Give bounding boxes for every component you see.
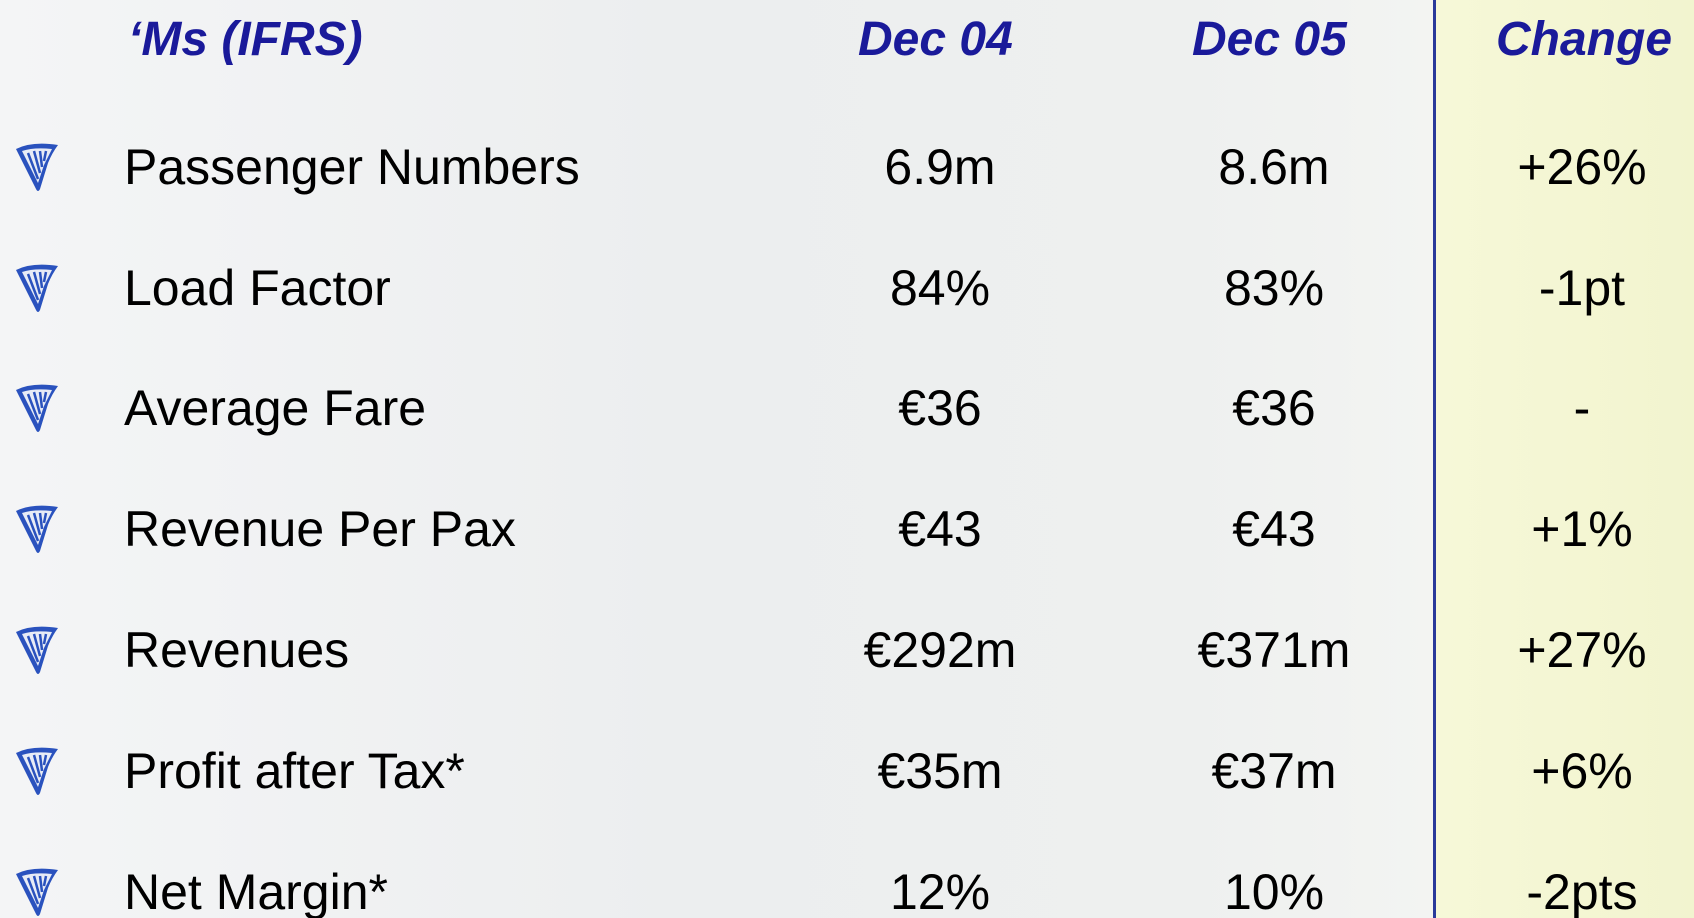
bullet-icon bbox=[12, 864, 62, 918]
bullet-icon bbox=[12, 743, 62, 799]
header-dec04: Dec 04 bbox=[858, 13, 1013, 66]
change-value: - bbox=[1573, 380, 1591, 436]
dec05-value: €37m bbox=[1211, 743, 1337, 799]
row-label: Average Fare bbox=[124, 380, 427, 436]
dec04-value: 84% bbox=[889, 260, 991, 316]
bullet-icon bbox=[12, 260, 62, 316]
change-value: -2pts bbox=[1526, 864, 1638, 918]
dec05-value: 10% bbox=[1223, 864, 1325, 918]
row-label: Profit after Tax* bbox=[124, 743, 465, 799]
row-label: Passenger Numbers bbox=[124, 139, 580, 195]
row-label: Load Factor bbox=[124, 260, 391, 316]
dec04-value: €35m bbox=[877, 743, 1003, 799]
change-value: +26% bbox=[1517, 139, 1647, 195]
change-value: +1% bbox=[1531, 501, 1633, 557]
header-label: ‘Ms (IFRS) bbox=[128, 13, 363, 66]
header-dec05: Dec 05 bbox=[1192, 13, 1347, 66]
dec04-value: 6.9m bbox=[884, 139, 996, 195]
dec05-value: €43 bbox=[1232, 501, 1316, 557]
bullet-icon bbox=[12, 380, 62, 436]
column-divider bbox=[1433, 0, 1436, 918]
row-label: Net Margin* bbox=[124, 864, 388, 918]
dec04-value: 12% bbox=[889, 864, 991, 918]
header-change: Change bbox=[1496, 13, 1673, 66]
dec04-value: €292m bbox=[863, 622, 1017, 678]
change-value: +27% bbox=[1517, 622, 1647, 678]
dec05-value: €36 bbox=[1232, 380, 1316, 436]
bullet-icon bbox=[12, 139, 62, 195]
dec05-value: €371m bbox=[1197, 622, 1351, 678]
bullet-icon bbox=[12, 622, 62, 678]
change-value: +6% bbox=[1531, 743, 1633, 799]
row-label: Revenues bbox=[124, 622, 350, 678]
bullet-icon bbox=[12, 501, 62, 557]
dec05-value: 8.6m bbox=[1218, 139, 1330, 195]
row-label: Revenue Per Pax bbox=[124, 501, 516, 557]
change-value: -1pt bbox=[1538, 260, 1626, 316]
dec04-value: €43 bbox=[898, 501, 982, 557]
dec04-value: €36 bbox=[898, 380, 982, 436]
dec05-value: 83% bbox=[1223, 260, 1325, 316]
